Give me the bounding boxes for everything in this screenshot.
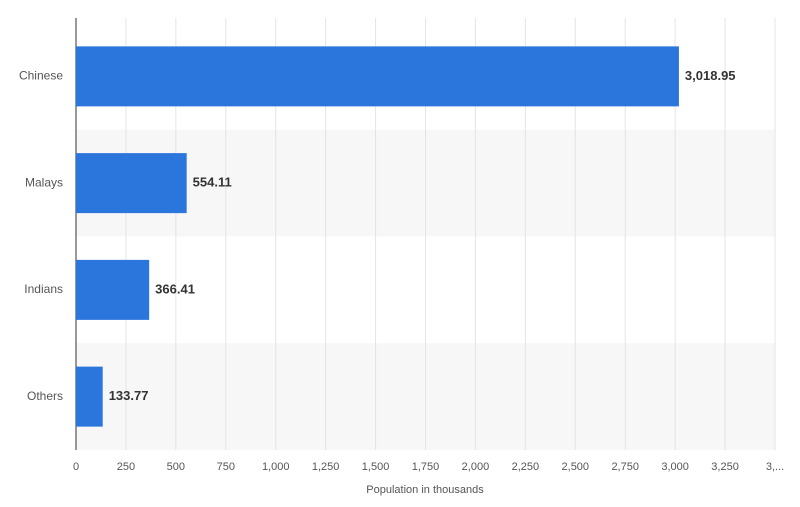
bar <box>76 153 187 214</box>
x-tick-label: 0 <box>73 461 79 473</box>
x-tick-label: 2,500 <box>562 461 590 473</box>
y-tick-label: Chinese <box>19 69 63 83</box>
value-label: 3,018.95 <box>685 68 736 83</box>
x-tick-label: 500 <box>167 461 185 473</box>
bar <box>76 366 103 427</box>
value-label: 554.11 <box>193 175 232 190</box>
x-tick-label: 1,750 <box>412 461 440 473</box>
x-tick-label: 1,250 <box>312 461 340 473</box>
y-tick-label: Indians <box>24 282 63 296</box>
x-tick-label: 1,000 <box>262 461 290 473</box>
x-tick-label: 2,250 <box>512 461 540 473</box>
bar <box>76 259 150 320</box>
x-tick-label: 2,000 <box>462 461 490 473</box>
y-tick-label: Malays <box>25 175 63 189</box>
bar <box>76 46 679 107</box>
x-tick-label: 3,... <box>766 461 784 473</box>
value-label: 133.77 <box>109 388 149 403</box>
x-tick-label: 3,000 <box>661 461 689 473</box>
y-tick-label: Others <box>27 389 63 403</box>
x-tick-label: 2,750 <box>611 461 639 473</box>
value-label: 366.41 <box>155 281 195 296</box>
x-tick-label: 3,250 <box>711 461 739 473</box>
x-tick-label: 750 <box>217 461 235 473</box>
x-tick-label: 1,500 <box>362 461 390 473</box>
x-tick-label: 250 <box>117 461 135 473</box>
x-axis-title: Population in thousands <box>366 484 484 496</box>
